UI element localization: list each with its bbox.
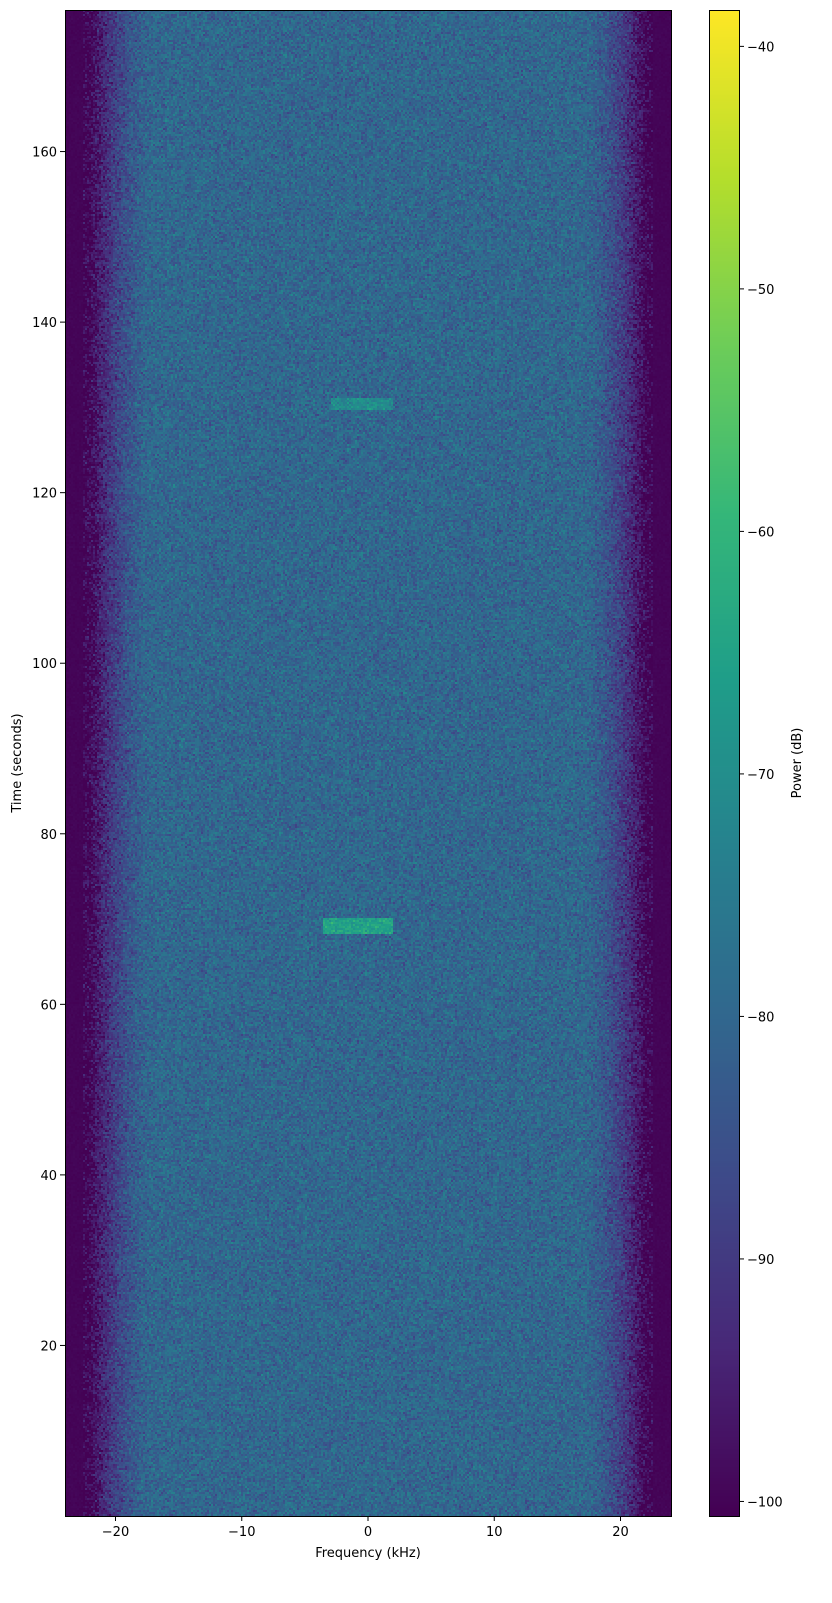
x-tick-label: 10: [486, 1525, 503, 1540]
colorbar-tick-label: −100: [747, 1495, 783, 1510]
y-tick-label: 20: [40, 1339, 57, 1354]
plot-frame: [65, 10, 672, 1517]
spectrogram-heatmap: [65, 10, 671, 1516]
colorbar-tick-label: −90: [747, 1253, 774, 1268]
y-tick-label: 40: [40, 1169, 57, 1184]
colorbar-label: Power (dB): [790, 728, 805, 799]
colorbar-tick-label: −70: [747, 768, 774, 783]
colorbar-tick-label: −50: [747, 283, 774, 298]
y-axis-label: Time (seconds): [10, 713, 25, 813]
colorbar-tick-label: −60: [747, 525, 774, 540]
x-tick-label: 20: [612, 1525, 629, 1540]
x-tick-label: −20: [102, 1525, 129, 1540]
colorbar-frame: [709, 10, 740, 1517]
y-tick-label: 80: [40, 828, 57, 843]
y-tick-label: 100: [32, 657, 57, 672]
y-tick-label: 140: [32, 316, 57, 331]
x-tick-label: 0: [364, 1525, 372, 1540]
colorbar: [709, 10, 739, 1516]
colorbar-tick-label: −40: [747, 40, 774, 55]
y-tick-label: 120: [32, 487, 57, 502]
colorbar-tick-label: −80: [747, 1010, 774, 1025]
x-tick-label: −10: [228, 1525, 255, 1540]
y-tick-label: 60: [40, 998, 57, 1013]
x-axis-label: Frequency (kHz): [315, 1546, 421, 1561]
y-tick-label: 160: [32, 146, 57, 161]
